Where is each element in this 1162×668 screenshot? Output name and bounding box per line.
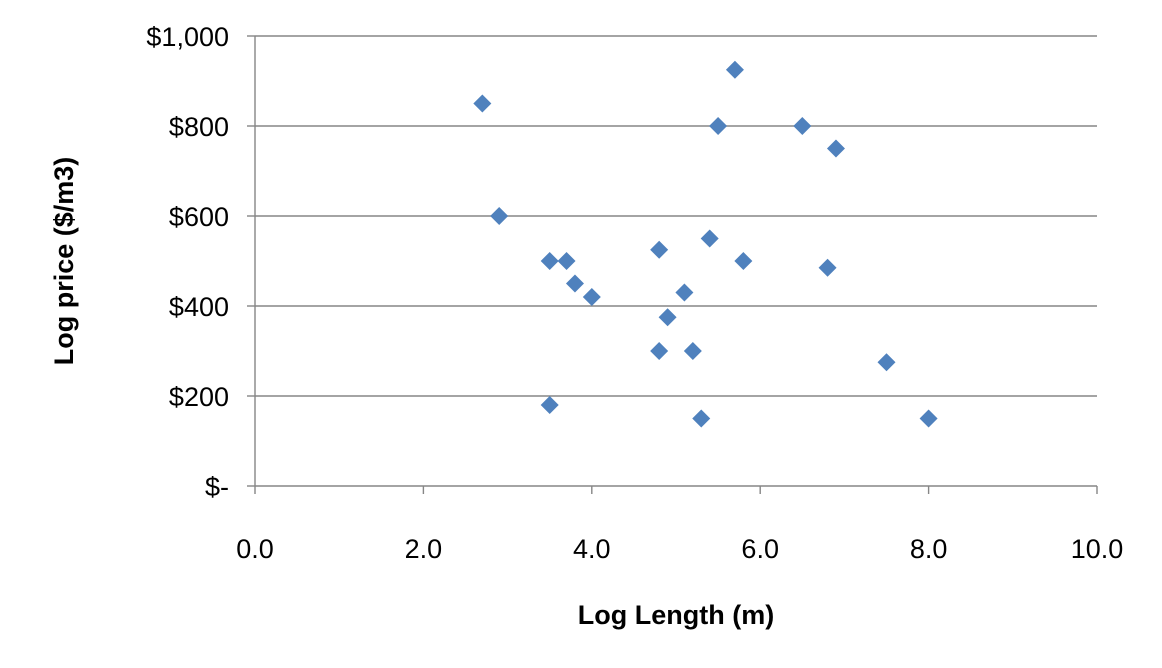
- gridlines: [255, 35, 1097, 397]
- x-tick-label: 2.0: [405, 534, 443, 564]
- x-tick-label: 8.0: [910, 534, 948, 564]
- x-tick-label: 6.0: [741, 534, 779, 564]
- data-point-13: [700, 229, 719, 248]
- y-axis-title: Log price ($/m3): [49, 157, 79, 366]
- y-tick-label: $1,000: [146, 22, 229, 52]
- y-tick-label: $800: [169, 112, 229, 142]
- data-point-0: [473, 94, 492, 113]
- data-point-16: [734, 252, 753, 270]
- data-point-10: [675, 283, 694, 302]
- data-point-15: [725, 60, 744, 79]
- data-markers: [473, 60, 938, 428]
- data-point-2: [540, 252, 559, 270]
- data-point-14: [709, 117, 728, 135]
- x-tick-label: 4.0: [573, 534, 611, 564]
- data-point-6: [540, 396, 559, 414]
- data-point-4: [565, 274, 584, 293]
- axes: [247, 35, 1098, 494]
- data-point-5: [582, 288, 601, 306]
- x-axis-title: Log Length (m): [578, 600, 774, 630]
- data-point-7: [650, 240, 669, 259]
- data-point-12: [692, 409, 711, 428]
- data-point-1: [490, 207, 509, 225]
- data-point-9: [658, 308, 677, 327]
- x-tick-label: 10.0: [1071, 534, 1124, 564]
- data-point-8: [650, 342, 669, 360]
- data-point-21: [919, 409, 938, 428]
- data-point-11: [683, 342, 702, 360]
- data-point-17: [793, 117, 812, 135]
- x-tick-labels: 0.0 2.0 4.0 6.0 8.0 10.0: [236, 534, 1123, 564]
- data-point-18: [818, 258, 837, 277]
- data-point-20: [877, 353, 896, 372]
- data-point-3: [557, 252, 576, 270]
- y-tick-labels: $- $200 $400 $600 $800 $1,000: [146, 22, 229, 502]
- y-tick-label: $400: [169, 292, 229, 322]
- y-tick-label: $200: [169, 382, 229, 412]
- x-tick-label: 0.0: [236, 534, 274, 564]
- data-point-19: [826, 139, 845, 158]
- y-tick-label: $600: [169, 202, 229, 232]
- y-tick-label: $-: [205, 472, 229, 502]
